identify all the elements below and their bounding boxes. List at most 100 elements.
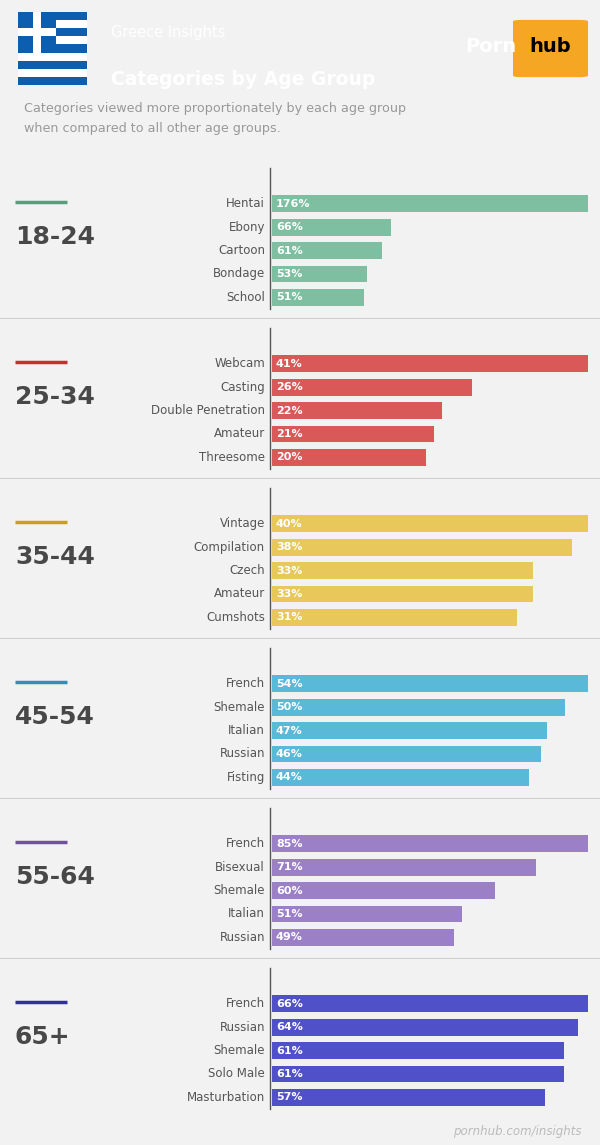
Text: 53%: 53% [276,269,302,279]
Bar [272,266,367,283]
Bar [272,355,588,372]
Bar [18,69,87,77]
Text: Webcam: Webcam [214,357,265,370]
Bar [272,426,434,442]
Text: 50%: 50% [276,702,302,712]
Bar [272,219,391,236]
Text: 33%: 33% [276,566,302,576]
Text: French: French [226,837,265,851]
Text: Categories by Age Group: Categories by Age Group [111,70,376,89]
Text: 38%: 38% [276,543,302,552]
Bar [272,906,461,923]
Bar [272,609,517,625]
Text: Russian: Russian [220,931,265,943]
Text: Bisexual: Bisexual [215,861,265,874]
Bar [18,19,87,27]
Bar [272,859,536,876]
Text: 22%: 22% [276,405,302,416]
Bar [18,37,87,45]
Text: Russian: Russian [220,748,265,760]
Bar [18,11,87,19]
Text: Threesome: Threesome [199,451,265,464]
Text: Amateur: Amateur [214,427,265,441]
Text: 49%: 49% [276,932,303,942]
Text: Russian: Russian [220,1020,265,1034]
Bar [34,11,41,53]
Text: 57%: 57% [276,1092,302,1103]
Bar [272,449,426,466]
Text: 21%: 21% [276,429,302,439]
Text: Shemale: Shemale [214,701,265,713]
Text: 44%: 44% [276,773,303,782]
Bar [272,539,572,555]
Text: 35-44: 35-44 [15,545,95,569]
Bar [272,1089,545,1106]
Text: 51%: 51% [276,909,302,919]
Bar [18,11,56,53]
Text: 61%: 61% [276,1045,303,1056]
Bar [272,882,495,899]
FancyBboxPatch shape [513,19,588,77]
Bar [272,402,442,419]
Bar [18,27,87,37]
Text: pornhub.com/insights: pornhub.com/insights [454,1124,582,1137]
Bar [272,562,533,579]
Bar [18,45,87,53]
Bar [272,1066,564,1082]
Text: 26%: 26% [276,382,303,393]
Bar [18,77,87,86]
Text: Greece Insights: Greece Insights [111,25,226,40]
Bar [272,995,588,1012]
Text: 61%: 61% [276,245,303,255]
Text: 18-24: 18-24 [15,226,95,248]
Text: 40%: 40% [276,519,302,529]
Text: Masturbation: Masturbation [187,1091,265,1104]
Text: School: School [226,291,265,303]
Bar [272,698,565,716]
Bar [272,243,382,259]
Text: Casting: Casting [220,381,265,394]
Bar [272,929,454,946]
Text: Vintage: Vintage [220,518,265,530]
Bar [272,676,588,693]
Text: French: French [226,678,265,690]
Text: Bondage: Bondage [213,268,265,281]
Text: 33%: 33% [276,589,302,599]
Text: Double Penetration: Double Penetration [151,404,265,417]
Bar [272,379,472,396]
Text: 66%: 66% [276,222,303,232]
Text: Compilation: Compilation [194,540,265,554]
Text: Cartoon: Cartoon [218,244,265,258]
Text: Solo Male: Solo Male [208,1067,265,1081]
Text: Italian: Italian [228,724,265,737]
Bar [272,722,547,739]
Text: Categories viewed more proportionately by each age group
when compared to all ot: Categories viewed more proportionately b… [23,102,406,135]
Text: 64%: 64% [276,1022,303,1033]
Bar [272,836,588,852]
Bar [18,53,87,61]
Bar [272,1019,578,1035]
Text: 41%: 41% [276,358,303,369]
Text: 46%: 46% [276,749,303,759]
Bar [272,1042,564,1059]
Bar [18,27,56,37]
Text: 20%: 20% [276,452,302,463]
Text: Porn: Porn [465,37,516,56]
Text: Shemale: Shemale [214,884,265,897]
Text: 54%: 54% [276,679,302,689]
Text: Fisting: Fisting [227,771,265,784]
Bar [272,769,529,785]
Text: Cumshots: Cumshots [206,610,265,624]
Text: 176%: 176% [276,199,311,208]
Text: Shemale: Shemale [214,1044,265,1057]
Text: 71%: 71% [276,862,302,872]
Text: 61%: 61% [276,1069,303,1079]
Text: French: French [226,997,265,1010]
Bar [272,585,533,602]
Text: 25-34: 25-34 [15,385,95,409]
Text: Hentai: Hentai [226,197,265,211]
Text: Italian: Italian [228,908,265,921]
Bar [272,515,588,532]
Text: 60%: 60% [276,885,302,895]
Text: 85%: 85% [276,839,302,848]
